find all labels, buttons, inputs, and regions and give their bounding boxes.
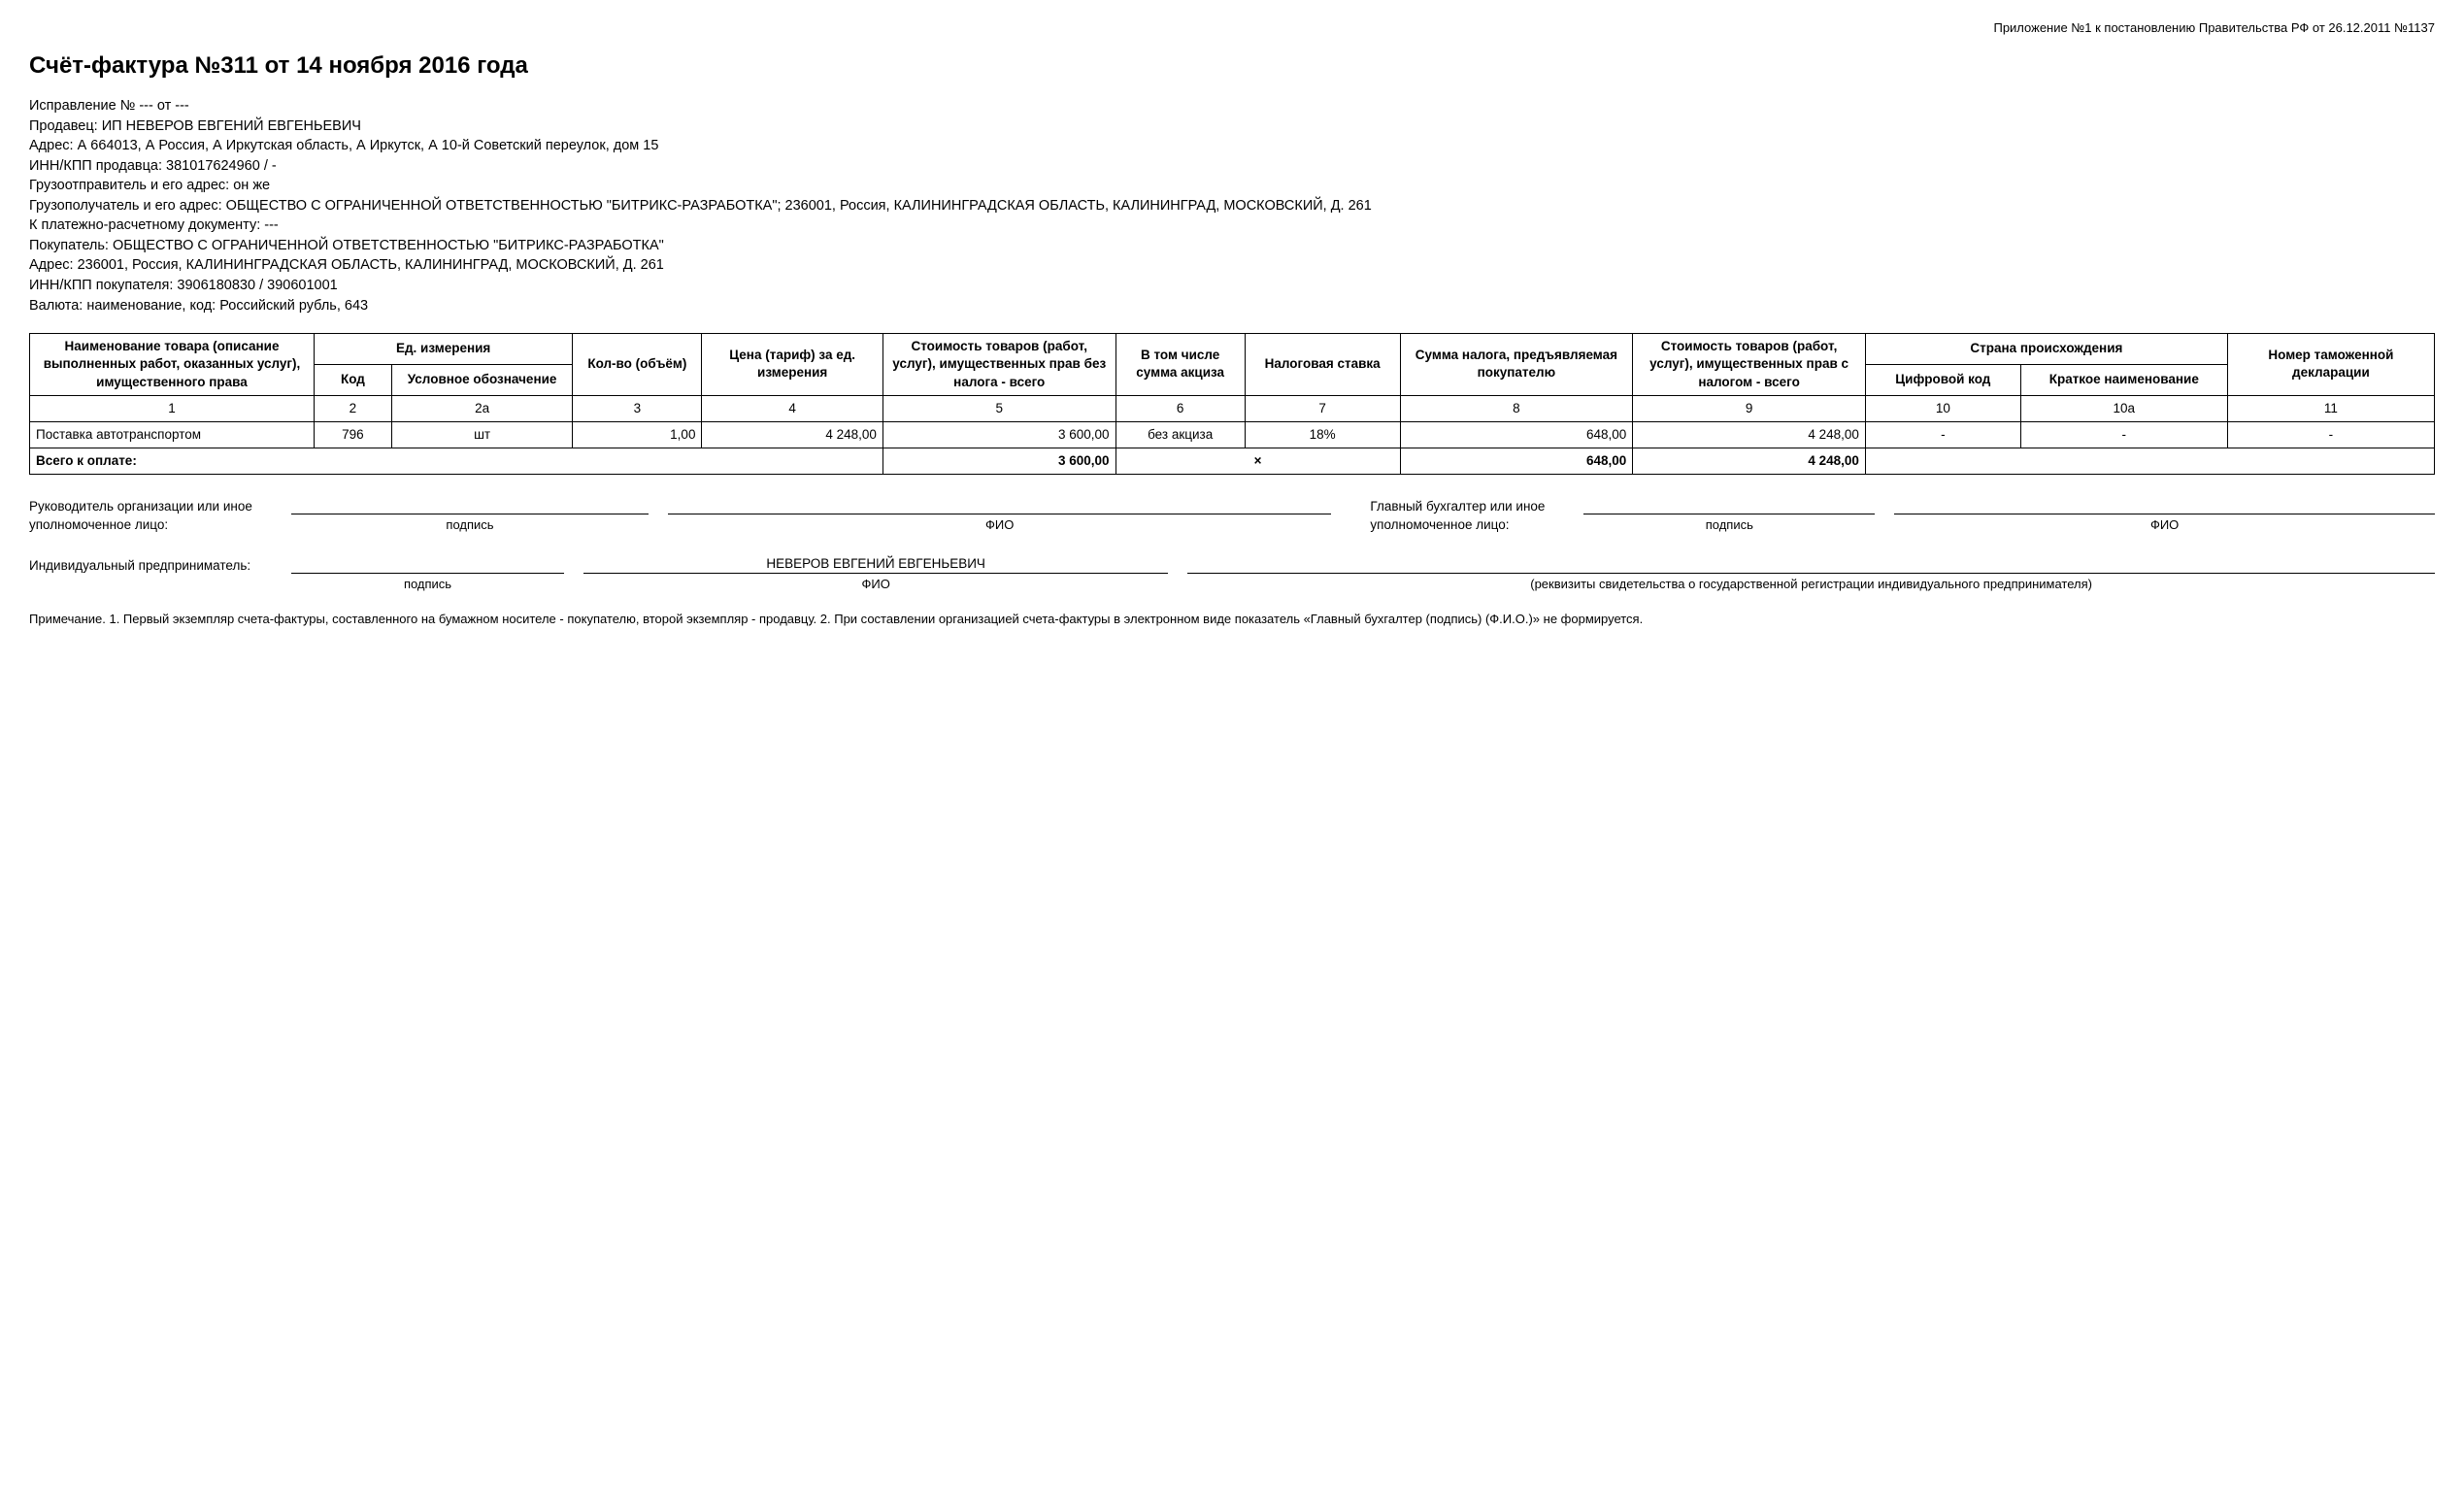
sig-ip-fio-caption: ФИО <box>583 573 1168 593</box>
total-empty <box>1865 448 2434 475</box>
info-seller-addr: Адрес: А 664013, А Россия, А Иркутская о… <box>29 137 2435 156</box>
top-note: Приложение №1 к постановлению Правительс… <box>29 19 2435 37</box>
sig-acct-label: Главный бухгалтер или иное уполномоченно… <box>1370 496 1564 533</box>
th-tax-rate: Налоговая ставка <box>1245 334 1400 396</box>
column-number-row: 1 2 2а 3 4 5 6 7 8 9 10 10а 11 <box>30 395 2435 421</box>
info-correction: Исправление № --- от --- <box>29 97 2435 116</box>
total-label: Всего к оплате: <box>30 448 883 475</box>
sig-head-fio <box>668 496 1331 514</box>
th-excise: В том числе сумма акциза <box>1115 334 1245 396</box>
th-country-name: Краткое наименование <box>2020 364 2227 395</box>
colnum-5: 5 <box>882 395 1115 421</box>
cell-price: 4 248,00 <box>702 422 882 448</box>
colnum-4: 4 <box>702 395 882 421</box>
cell-tax-rate: 18% <box>1245 422 1400 448</box>
cell-country-name: - <box>2020 422 2227 448</box>
cell-unit-code: 796 <box>314 422 391 448</box>
cell-unit-name: шт <box>391 422 572 448</box>
sig-acct-sign-caption: подпись <box>1583 514 1875 534</box>
invoice-table: Наименование товара (описание выполненны… <box>29 333 2435 475</box>
colnum-2a: 2а <box>391 395 572 421</box>
sig-acct-fio-caption: ФИО <box>1894 514 2435 534</box>
sig-head-fio-caption: ФИО <box>668 514 1331 534</box>
info-buyer-inn: ИНН/КПП покупателя: 3906180830 / 3906010… <box>29 277 2435 296</box>
info-payment-doc: К платежно-расчетному документу: --- <box>29 216 2435 236</box>
document-title: Счёт-фактура №311 от 14 ноября 2016 года <box>29 50 2435 82</box>
info-shipper: Грузоотправитель и его адрес: он же <box>29 177 2435 196</box>
info-buyer-addr: Адрес: 236001, Россия, КАЛИНИНГРАДСКАЯ О… <box>29 256 2435 276</box>
total-row: Всего к оплате: 3 600,00 × 648,00 4 248,… <box>30 448 2435 475</box>
info-seller: Продавец: ИП НЕВЕРОВ ЕВГЕНИЙ ЕВГЕНЬЕВИЧ <box>29 117 2435 137</box>
table-row: Поставка автотранспортом 796 шт 1,00 4 2… <box>30 422 2435 448</box>
th-cost-no-tax: Стоимость товаров (работ, услуг), имущес… <box>882 334 1115 396</box>
cell-country-code: - <box>1865 422 2020 448</box>
cell-excise: без акциза <box>1115 422 1245 448</box>
th-tax-sum: Сумма налога, предъявляемая покупателю <box>1400 334 1633 396</box>
sig-head-sign <box>291 496 649 514</box>
signatures: Руководитель организации или иное уполно… <box>29 496 2435 592</box>
colnum-2: 2 <box>314 395 391 421</box>
sig-ip-fio: НЕВЕРОВ ЕВГЕНИЙ ЕВГЕНЬЕВИЧ <box>583 555 1168 573</box>
th-country-group: Страна происхождения <box>1865 334 2227 365</box>
th-cost-with-tax: Стоимость товаров (работ, услуг), имущес… <box>1633 334 1866 396</box>
cell-customs: - <box>2227 422 2434 448</box>
th-customs: Номер таможенной декларации <box>2227 334 2434 396</box>
info-consignee: Грузополучатель и его адрес: ОБЩЕСТВО С … <box>29 197 2435 216</box>
colnum-9: 9 <box>1633 395 1866 421</box>
sig-acct-sign <box>1583 496 1875 514</box>
colnum-10a: 10а <box>2020 395 2227 421</box>
info-block: Исправление № --- от --- Продавец: ИП НЕ… <box>29 97 2435 315</box>
info-currency: Валюта: наименование, код: Российский ру… <box>29 297 2435 316</box>
th-name: Наименование товара (описание выполненны… <box>30 334 315 396</box>
th-qty: Кол-во (объём) <box>573 334 702 396</box>
th-price: Цена (тариф) за ед. измерения <box>702 334 882 396</box>
cell-cost-with-tax: 4 248,00 <box>1633 422 1866 448</box>
sig-ip-sign-caption: подпись <box>291 573 564 593</box>
colnum-11: 11 <box>2227 395 2434 421</box>
colnum-1: 1 <box>30 395 315 421</box>
th-country-code: Цифровой код <box>1865 364 2020 395</box>
cell-name: Поставка автотранспортом <box>30 422 315 448</box>
th-unit-group: Ед. измерения <box>314 334 572 365</box>
total-cost-with-tax: 4 248,00 <box>1633 448 1866 475</box>
total-cross: × <box>1115 448 1400 475</box>
sig-ip-req-caption: (реквизиты свидетельства о государственн… <box>1187 573 2435 593</box>
info-buyer: Покупатель: ОБЩЕСТВО С ОГРАНИЧЕННОЙ ОТВЕ… <box>29 237 2435 256</box>
colnum-7: 7 <box>1245 395 1400 421</box>
sig-ip-label: Индивидуальный предприниматель: <box>29 555 272 575</box>
cell-qty: 1,00 <box>573 422 702 448</box>
sig-ip-sign <box>291 555 564 573</box>
th-unit-name: Условное обозначение <box>391 364 572 395</box>
cell-cost-no-tax: 3 600,00 <box>882 422 1115 448</box>
th-unit-code: Код <box>314 364 391 395</box>
colnum-3: 3 <box>573 395 702 421</box>
colnum-10: 10 <box>1865 395 2020 421</box>
colnum-6: 6 <box>1115 395 1245 421</box>
total-tax-sum: 648,00 <box>1400 448 1633 475</box>
total-cost-no-tax: 3 600,00 <box>882 448 1115 475</box>
info-seller-inn: ИНН/КПП продавца: 381017624960 / - <box>29 157 2435 177</box>
sig-acct-fio <box>1894 496 2435 514</box>
sig-ip-req <box>1187 555 2435 573</box>
sig-head-sign-caption: подпись <box>291 514 649 534</box>
footnote: Примечание. 1. Первый экземпляр счета-фа… <box>29 611 2435 628</box>
colnum-8: 8 <box>1400 395 1633 421</box>
sig-head-label: Руководитель организации или иное уполно… <box>29 496 272 533</box>
cell-tax-sum: 648,00 <box>1400 422 1633 448</box>
